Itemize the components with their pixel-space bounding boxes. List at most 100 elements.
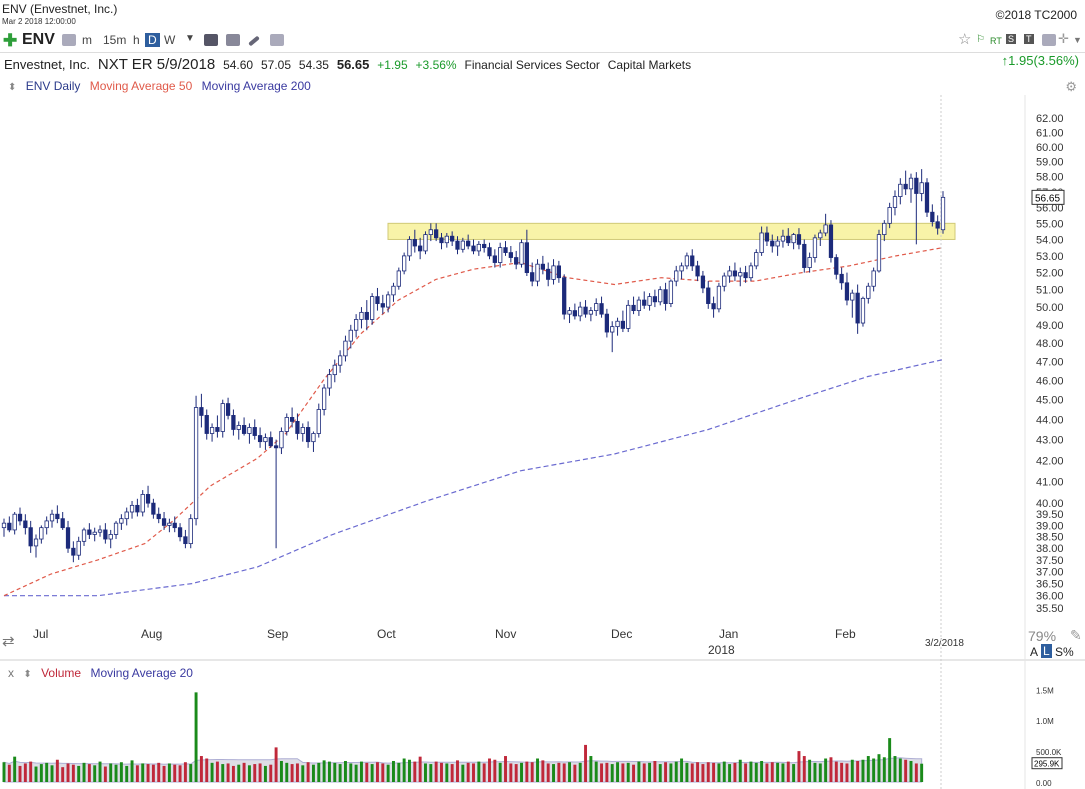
bar-style-icon[interactable] <box>204 34 218 46</box>
add-symbol-icon[interactable]: ✚ <box>3 31 18 50</box>
interval-w[interactable]: W <box>164 33 176 47</box>
volume-bar <box>7 764 11 782</box>
candle-body <box>407 239 412 257</box>
zoom-level[interactable]: 79% <box>1028 628 1057 644</box>
scale-percent[interactable]: S% <box>1055 645 1074 659</box>
star-icon[interactable]: ☆ <box>958 31 972 48</box>
layout-icon[interactable] <box>1042 34 1056 46</box>
candle-body <box>450 235 455 242</box>
candle-body <box>279 431 284 449</box>
volume-bar <box>338 764 342 782</box>
candle-body <box>812 237 818 258</box>
y-tick-label: 42.00 <box>1036 455 1064 467</box>
company-name: Envestnet, Inc. <box>4 57 90 72</box>
close-volume-marker[interactable]: x <box>8 666 14 680</box>
interval-m[interactable]: m <box>82 33 92 47</box>
volume-bar <box>285 762 289 782</box>
t-badge[interactable]: T <box>1024 34 1034 44</box>
legend-drag-icon[interactable]: ⬍ <box>8 82 17 93</box>
candle-body <box>423 234 428 252</box>
refresh-icon[interactable]: ⇄ <box>2 633 15 650</box>
volume-bar <box>728 764 732 782</box>
y-tick-label: 58.00 <box>1036 172 1064 184</box>
x-tick-label: Jul <box>33 627 48 641</box>
interval-h[interactable]: h <box>133 33 140 47</box>
symbol-field[interactable]: ENV <box>22 31 55 48</box>
volume-bar <box>482 763 486 782</box>
candle-body <box>348 329 353 342</box>
candle-body <box>887 207 892 224</box>
candle-body <box>113 522 119 535</box>
volume-bar <box>311 764 315 782</box>
right-change-value: 1.95(3.56%) <box>1008 53 1079 68</box>
candle-body <box>738 272 743 277</box>
volume-bar <box>109 763 113 782</box>
interval-15m[interactable]: 15m <box>103 33 127 47</box>
legend-volume[interactable]: Volume <box>41 666 82 680</box>
scale-log[interactable]: L <box>1041 644 1052 658</box>
menu-dropdown-icon[interactable]: ▼ <box>1073 35 1082 45</box>
volume-bar <box>813 762 817 782</box>
legend-ma200[interactable]: Moving Average 200 <box>201 79 311 93</box>
candle-body <box>332 364 337 376</box>
eraser-icon[interactable] <box>270 34 284 46</box>
volume-bar <box>290 764 294 782</box>
candle-body <box>919 182 924 194</box>
candle-body <box>369 296 375 320</box>
draw-icon[interactable] <box>248 35 260 47</box>
interval-d[interactable]: D <box>145 33 160 47</box>
volume-bar <box>18 765 22 782</box>
volume-bar <box>637 761 641 782</box>
legend-ma50[interactable]: Moving Average 50 <box>89 79 193 93</box>
chart-settings-icon[interactable]: ⚙ <box>1065 79 1077 94</box>
volume-bar <box>392 760 395 782</box>
volume-bar <box>77 765 81 782</box>
pencil-icon[interactable]: ✎ <box>1070 627 1082 643</box>
candle-body <box>658 289 663 303</box>
candle-body <box>818 232 823 239</box>
s-badge[interactable]: S <box>1006 34 1017 44</box>
candle-body <box>519 242 524 265</box>
volume-bar <box>247 765 251 782</box>
crosshair-icon[interactable]: ✛ <box>1058 31 1069 46</box>
y-tick-label: 36.50 <box>1036 579 1064 591</box>
flag-icon[interactable]: ⚐ <box>976 34 985 45</box>
price-chart[interactable]: 35.5036.0036.5037.0037.5038.0038.5039.00… <box>0 95 1085 789</box>
interval-dropdown-icon[interactable]: ▼ <box>185 33 195 44</box>
candle-body <box>343 340 348 357</box>
y-tick-label: 39.00 <box>1036 520 1064 532</box>
rt-badge[interactable]: RT <box>990 36 1002 46</box>
volume-bar <box>429 764 433 782</box>
compare-icon[interactable] <box>226 34 240 46</box>
candle-body <box>145 494 151 504</box>
volume-bar <box>237 764 241 782</box>
link-icon[interactable] <box>62 34 76 46</box>
volume-bar <box>514 764 518 782</box>
volume-bar <box>365 762 369 782</box>
candle-body <box>855 292 860 324</box>
legend-vol-ma[interactable]: Moving Average 20 <box>90 666 193 680</box>
volume-bar <box>71 764 75 782</box>
scale-auto[interactable]: A <box>1030 645 1039 659</box>
volume-drag-icon[interactable]: ⬍ <box>23 669 32 680</box>
candle-body <box>839 273 844 284</box>
volume-bar <box>279 760 283 782</box>
volume-bar <box>450 764 454 782</box>
volume-bar <box>744 763 748 782</box>
candle-body <box>556 265 561 279</box>
candle-body <box>503 247 508 253</box>
volume-bar <box>114 764 118 782</box>
sector: Financial Services Sector <box>464 58 600 72</box>
legend-price-series[interactable]: ENV Daily <box>25 79 81 93</box>
candle-body <box>508 252 513 258</box>
candle-body <box>492 255 497 263</box>
right-change: ↑1.95(3.56%) <box>1002 53 1079 68</box>
candle-body <box>161 518 167 526</box>
candle-body <box>482 243 487 249</box>
volume-bar <box>98 761 102 782</box>
volume-bar <box>295 763 299 782</box>
candle-body <box>594 303 599 312</box>
volume-bar <box>434 761 438 782</box>
candle-body <box>823 224 828 234</box>
current-date-label: 3/2/2018 <box>925 638 964 649</box>
